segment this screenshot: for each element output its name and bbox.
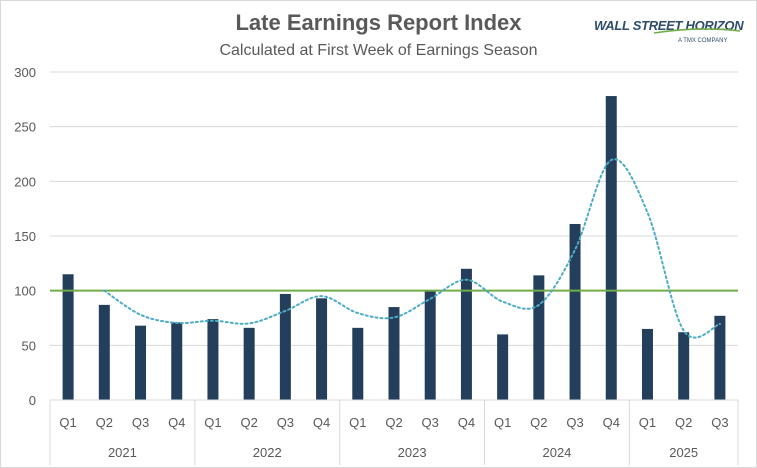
quarter-label: Q1 xyxy=(639,415,656,430)
y-tick-label: 200 xyxy=(14,174,36,189)
quarter-label: Q4 xyxy=(168,415,185,430)
quarter-label: Q3 xyxy=(422,415,439,430)
bar xyxy=(243,327,255,400)
quarter-label: Q1 xyxy=(494,415,511,430)
moving-average-line xyxy=(103,158,721,339)
bar xyxy=(424,290,436,400)
bar xyxy=(388,307,400,400)
bar xyxy=(207,319,219,400)
bar xyxy=(352,327,364,400)
x-axis: Q1 Q2 Q3 Q4 2021 Q1 Q2 Q3 Q4 2022 Q1 Q2 Q3 Q4 2023 Q1 Q2… xyxy=(49,399,739,465)
bar xyxy=(98,304,110,400)
moving-average-group xyxy=(103,158,721,339)
quarter-label: Q2 xyxy=(240,415,257,430)
chart-title: Late Earnings Report Index xyxy=(235,10,522,35)
bar xyxy=(714,315,726,400)
bar xyxy=(641,328,653,400)
bar xyxy=(497,334,509,400)
quarter-label: Q3 xyxy=(277,415,294,430)
quarter-label: Q2 xyxy=(385,415,402,430)
bars xyxy=(62,96,726,400)
bar xyxy=(135,325,147,400)
quarter-label: Q3 xyxy=(566,415,583,430)
bar xyxy=(460,268,472,400)
bar xyxy=(533,275,545,400)
quarter-label: Q1 xyxy=(204,415,221,430)
y-tick-label: 0 xyxy=(29,393,36,408)
y-tick-label: 100 xyxy=(14,284,36,299)
bar xyxy=(569,223,581,400)
quarter-label: Q2 xyxy=(675,415,692,430)
year-label: 2021 xyxy=(108,445,137,460)
year-label: 2025 xyxy=(669,445,698,460)
year-label: 2024 xyxy=(542,445,571,460)
quarter-label: Q3 xyxy=(132,415,149,430)
quarter-label: Q2 xyxy=(96,415,113,430)
bar xyxy=(279,293,291,400)
wall-street-horizon-logo: WALL STREET HORIZON A TMX COMPANY xyxy=(594,18,744,52)
bar xyxy=(678,332,690,400)
logo-tagline: A TMX COMPANY xyxy=(678,38,728,44)
quarter-label: Q4 xyxy=(603,415,620,430)
quarter-label: Q4 xyxy=(458,415,475,430)
bar xyxy=(605,96,617,400)
y-tick-label: 150 xyxy=(14,229,36,244)
logo-swoosh-icon xyxy=(653,28,741,34)
year-label: 2022 xyxy=(253,445,282,460)
quarter-label: Q4 xyxy=(313,415,330,430)
quarter-label: Q2 xyxy=(530,415,547,430)
y-tick-label: 250 xyxy=(14,120,36,135)
quarter-label: Q1 xyxy=(59,415,76,430)
bar xyxy=(171,322,183,400)
y-tick-label: 50 xyxy=(22,338,36,353)
quarter-label: Q3 xyxy=(711,415,728,430)
y-tick-label: 300 xyxy=(14,65,36,80)
year-label: 2023 xyxy=(398,445,427,460)
bar xyxy=(316,298,328,400)
grid-lines xyxy=(50,71,738,346)
y-axis-ticks: 0 50 100 150 200 250 300 xyxy=(14,65,36,408)
bar xyxy=(62,274,74,400)
chart-subtitle: Calculated at First Week of Earnings Sea… xyxy=(219,42,538,59)
quarter-label: Q1 xyxy=(349,415,366,430)
